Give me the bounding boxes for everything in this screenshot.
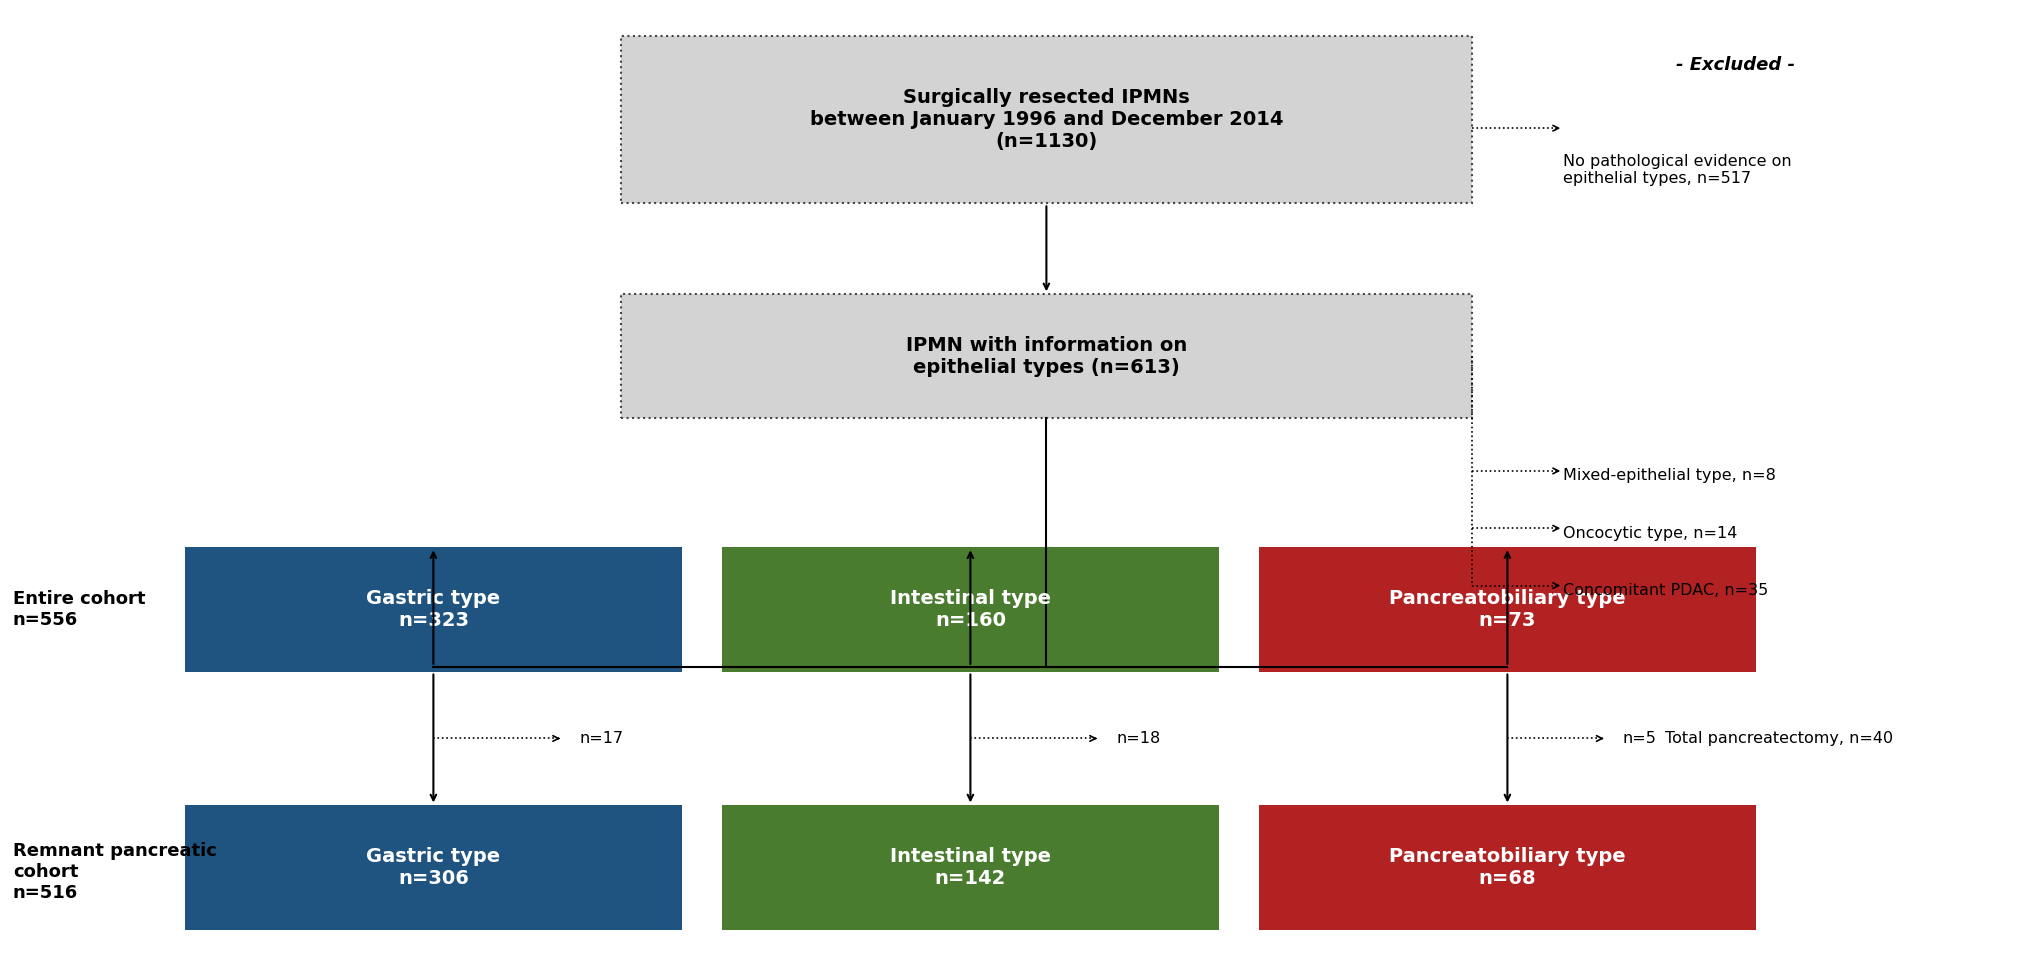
Text: Entire cohort
n=556: Entire cohort n=556	[12, 590, 146, 628]
FancyBboxPatch shape	[1260, 548, 1756, 672]
Text: n=5: n=5	[1624, 731, 1656, 746]
Text: - Excluded -: - Excluded -	[1676, 56, 1794, 74]
Text: Intestinal type
n=142: Intestinal type n=142	[890, 847, 1051, 888]
Text: Intestinal type
n=160: Intestinal type n=160	[890, 589, 1051, 630]
Text: Total pancreatectomy, n=40: Total pancreatectomy, n=40	[1666, 731, 1894, 746]
FancyBboxPatch shape	[622, 37, 1471, 204]
Text: Oncocytic type, n=14: Oncocytic type, n=14	[1563, 526, 1737, 540]
FancyBboxPatch shape	[721, 805, 1219, 929]
FancyBboxPatch shape	[721, 548, 1219, 672]
Text: Pancreatobiliary type
n=73: Pancreatobiliary type n=73	[1390, 589, 1626, 630]
Text: n=18: n=18	[1116, 731, 1160, 746]
Text: No pathological evidence on
epithelial types, n=517: No pathological evidence on epithelial t…	[1563, 154, 1792, 186]
FancyBboxPatch shape	[185, 548, 681, 672]
Text: Gastric type
n=306: Gastric type n=306	[366, 847, 500, 888]
Text: Remnant pancreatic
cohort
n=516: Remnant pancreatic cohort n=516	[12, 843, 217, 902]
Text: Mixed-epithelial type, n=8: Mixed-epithelial type, n=8	[1563, 468, 1776, 483]
FancyBboxPatch shape	[622, 294, 1471, 418]
Text: IPMN with information on
epithelial types (n=613): IPMN with information on epithelial type…	[906, 335, 1187, 377]
FancyBboxPatch shape	[1260, 805, 1756, 929]
Text: Concomitant PDAC, n=35: Concomitant PDAC, n=35	[1563, 583, 1768, 598]
Text: Pancreatobiliary type
n=68: Pancreatobiliary type n=68	[1390, 847, 1626, 888]
FancyBboxPatch shape	[185, 805, 681, 929]
Text: Gastric type
n=323: Gastric type n=323	[366, 589, 500, 630]
Text: n=17: n=17	[579, 731, 624, 746]
Text: Surgically resected IPMNs
between January 1996 and December 2014
(n=1130): Surgically resected IPMNs between Januar…	[809, 88, 1282, 151]
